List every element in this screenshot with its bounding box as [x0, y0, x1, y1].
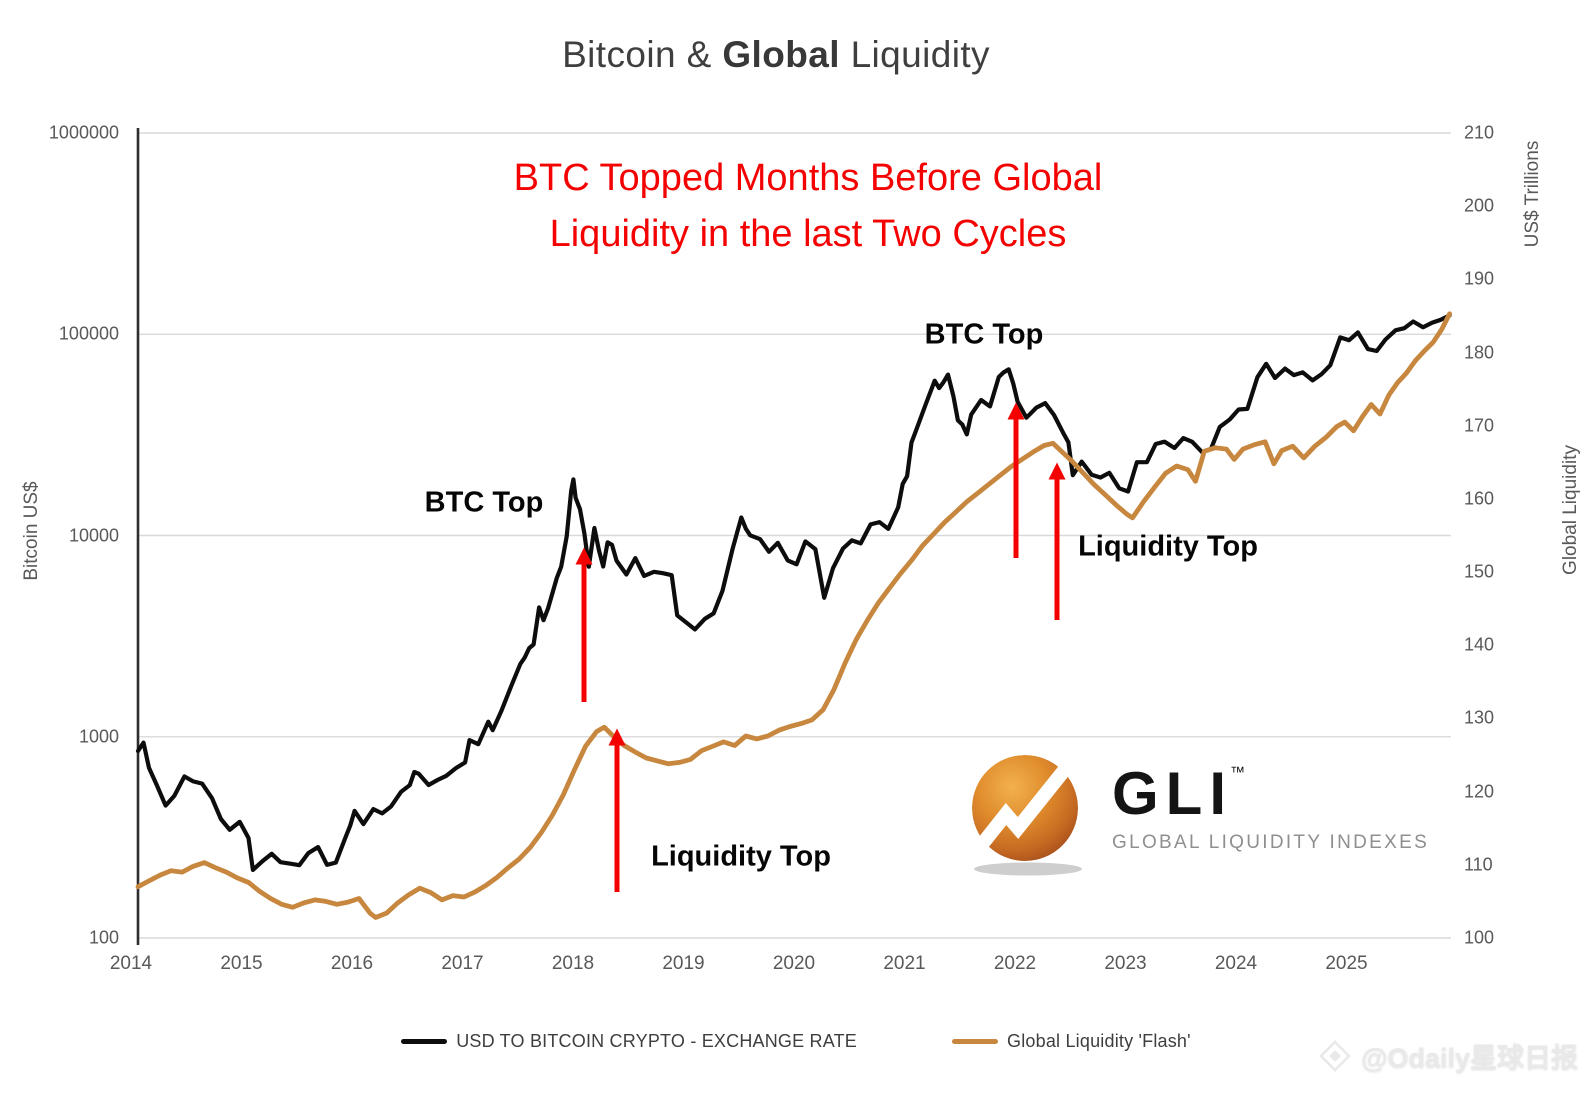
- gli-logo-name: GLI: [1112, 760, 1233, 827]
- x-tick-2021: 2021: [883, 953, 926, 974]
- gli-logo-text: GLI ™ GLOBAL LIQUIDITY INDEXES: [1112, 764, 1429, 854]
- watermark-text: @Odaily星球日报: [1361, 1043, 1578, 1073]
- x-tick-2020: 2020: [772, 953, 816, 974]
- y-right-tick-150: 150: [1464, 561, 1495, 582]
- y-right-tick-180: 180: [1464, 342, 1495, 363]
- y-right-tick-210: 210: [1464, 122, 1495, 143]
- x-tick-2014: 2014: [109, 953, 153, 974]
- x-tick-2019: 2019: [662, 953, 705, 974]
- y-axis-title-left: Bitcoin US$: [21, 481, 42, 581]
- x-tick-2023: 2023: [1104, 953, 1147, 974]
- chart-annotation-headline: BTC Topped Months Before Global Liquidit…: [513, 157, 1103, 255]
- watermark: @Odaily星球日报: [1319, 1036, 1578, 1075]
- title-part1: Bitcoin &: [562, 34, 723, 75]
- x-tick-2015: 2015: [220, 953, 263, 974]
- diamond-logo-icon: [1319, 1039, 1351, 1072]
- legend-swatch-2: [952, 1039, 999, 1044]
- legend-item-1: USD TO BITCOIN CRYPTO - EXCHANGE RATE: [401, 1031, 857, 1052]
- legend-label-2: Global Liquidity 'Flash': [1007, 1031, 1191, 1051]
- gli-sphere-arrow-icon: [972, 755, 1082, 876]
- title-part3: Liquidity: [839, 34, 990, 75]
- y-left-tick-1000000: 1000000: [48, 122, 119, 143]
- legend-swatch-1: [401, 1039, 448, 1044]
- gli-tagline: GLOBAL LIQUIDITY INDEXES: [1112, 832, 1430, 853]
- x-tick-2016: 2016: [330, 953, 374, 974]
- legend-label-1: USD TO BITCOIN CRYPTO - EXCHANGE RATE: [456, 1031, 858, 1051]
- x-tick-2025: 2025: [1325, 953, 1368, 974]
- annotation-label-1: BTC Top: [424, 486, 544, 519]
- x-tick-2017: 2017: [441, 953, 484, 974]
- title-part2: Global: [722, 34, 840, 75]
- annotation-label-4: Liquidity Top: [1078, 530, 1258, 563]
- y-axis-title-right-top: US$ Trillions: [1522, 140, 1543, 248]
- gli-trademark: ™: [1230, 764, 1245, 781]
- y-right-tick-110: 110: [1464, 854, 1493, 875]
- annotation-label-3: BTC Top: [924, 318, 1044, 351]
- y-right-tick-200: 200: [1464, 195, 1495, 216]
- gli-logo: GLI ™ GLOBAL LIQUIDITY INDEXES: [972, 750, 1429, 876]
- y-right-tick-100: 100: [1464, 927, 1495, 948]
- chart-legend: USD TO BITCOIN CRYPTO - EXCHANGE RATE Glo…: [0, 1031, 1592, 1052]
- annotation-label-2: Liquidity Top: [651, 840, 831, 873]
- y-right-tick-170: 170: [1464, 415, 1495, 436]
- y-left-tick-100: 100: [88, 927, 119, 948]
- legend-item-2: Global Liquidity 'Flash': [952, 1031, 1191, 1052]
- x-tick-2022: 2022: [993, 953, 1037, 974]
- btc-line: [135, 313, 1452, 872]
- y-right-tick-190: 190: [1464, 268, 1495, 289]
- y-right-tick-160: 160: [1464, 488, 1495, 509]
- x-tick-2024: 2024: [1214, 953, 1258, 974]
- y-axis-title-right-bottom: Global Liquidity: [1560, 445, 1581, 575]
- y-right-tick-130: 130: [1464, 707, 1495, 728]
- y-left-tick-10000: 10000: [68, 525, 119, 545]
- x-tick-2018: 2018: [551, 953, 595, 974]
- y-right-tick-140: 140: [1464, 634, 1495, 655]
- y-left-tick-1000: 1000: [78, 726, 119, 747]
- y-left-tick-100000: 100000: [58, 323, 119, 344]
- page-title: Bitcoin & Global Liquidity: [0, 34, 1572, 76]
- liquidity-line: [135, 311, 1452, 920]
- y-right-tick-120: 120: [1464, 781, 1495, 802]
